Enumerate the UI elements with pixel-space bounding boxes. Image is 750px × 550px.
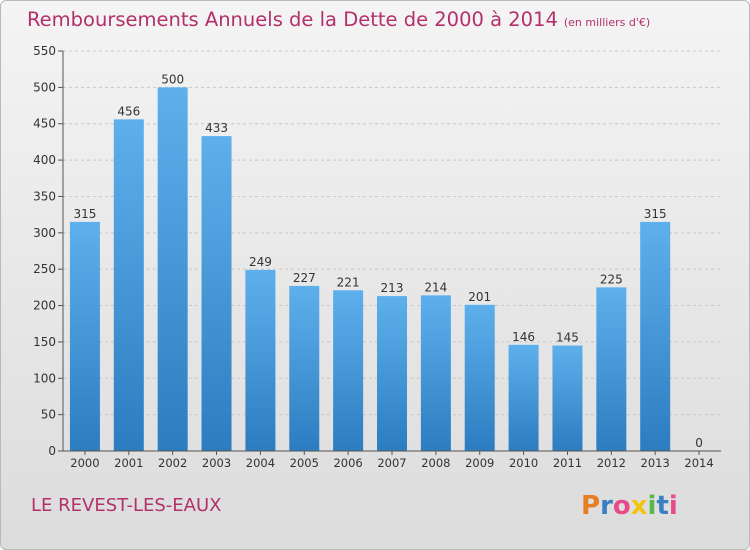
x-tick-label: 2000 bbox=[70, 456, 99, 470]
chart-title-text: Remboursements Annuels de la Dette de 20… bbox=[27, 8, 558, 31]
x-tick-label: 2001 bbox=[114, 456, 143, 470]
y-tick-label: 50 bbox=[41, 408, 56, 422]
y-tick-label: 300 bbox=[33, 226, 56, 240]
x-tick-label: 2009 bbox=[465, 456, 494, 470]
x-tick-label: 2002 bbox=[158, 456, 187, 470]
bar bbox=[245, 269, 276, 451]
data-label: 227 bbox=[293, 271, 316, 285]
data-label: 201 bbox=[468, 290, 491, 304]
x-tick-label: 2004 bbox=[246, 456, 275, 470]
data-label: 315 bbox=[644, 207, 667, 221]
bar bbox=[508, 344, 539, 451]
data-label: 214 bbox=[424, 280, 447, 294]
data-label: 456 bbox=[117, 104, 140, 118]
data-label: 315 bbox=[73, 207, 96, 221]
y-tick-label: 400 bbox=[33, 153, 56, 167]
chart-title: Remboursements Annuels de la Dette de 20… bbox=[27, 8, 650, 31]
x-tick-label: 2012 bbox=[597, 456, 626, 470]
bar bbox=[552, 345, 583, 451]
data-label: 0 bbox=[695, 436, 703, 450]
bar bbox=[420, 295, 451, 451]
bar bbox=[157, 87, 188, 451]
x-tick-label: 2013 bbox=[641, 456, 670, 470]
data-label: 146 bbox=[512, 330, 535, 344]
bar bbox=[289, 285, 320, 451]
data-label: 145 bbox=[556, 331, 579, 345]
y-tick-label: 200 bbox=[33, 299, 56, 313]
bar bbox=[640, 221, 671, 451]
y-tick-label: 350 bbox=[33, 189, 56, 203]
proxiti-logo: Proxiti bbox=[581, 491, 678, 521]
x-tick-label: 2014 bbox=[684, 456, 713, 470]
bar bbox=[596, 287, 627, 451]
x-tick-label: 2008 bbox=[421, 456, 450, 470]
x-tick-label: 2010 bbox=[509, 456, 538, 470]
y-tick-label: 500 bbox=[33, 80, 56, 94]
bar bbox=[464, 304, 495, 451]
commune-name: LE REVEST-LES-EAUX bbox=[31, 495, 222, 516]
x-tick-label: 2007 bbox=[377, 456, 406, 470]
y-tick-label: 0 bbox=[48, 444, 56, 458]
x-tick-label: 2003 bbox=[202, 456, 231, 470]
data-label: 213 bbox=[381, 281, 404, 295]
data-label: 221 bbox=[337, 275, 360, 289]
data-label: 433 bbox=[205, 121, 228, 135]
bar bbox=[201, 136, 232, 451]
x-tick-label: 2006 bbox=[333, 456, 362, 470]
y-tick-label: 550 bbox=[33, 44, 56, 58]
bar bbox=[333, 290, 364, 451]
data-label: 249 bbox=[249, 255, 272, 269]
y-tick-label: 150 bbox=[33, 335, 56, 349]
y-tick-label: 450 bbox=[33, 117, 56, 131]
data-label: 500 bbox=[161, 72, 184, 86]
bar bbox=[69, 221, 100, 451]
bar bbox=[113, 119, 144, 451]
bar bbox=[377, 296, 407, 451]
data-label: 225 bbox=[600, 272, 623, 286]
chart-unit: (en milliers d'€) bbox=[563, 16, 651, 29]
y-tick-label: 250 bbox=[33, 262, 56, 276]
x-tick-label: 2011 bbox=[553, 456, 582, 470]
x-tick-label: 2005 bbox=[290, 456, 319, 470]
y-tick-label: 100 bbox=[33, 371, 56, 385]
